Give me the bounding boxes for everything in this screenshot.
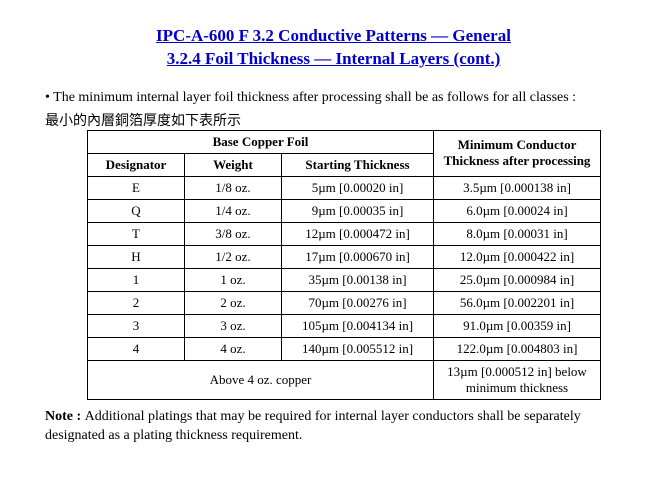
table-cell: 1/2 oz.	[185, 245, 282, 268]
table-cell: H	[88, 245, 185, 268]
col-weight: Weight	[185, 153, 282, 176]
cjk-caption: 最小的內層銅箔厚度如下表所示	[45, 110, 622, 130]
table-cell: 91.0µm [0.00359 in]	[434, 314, 601, 337]
table-cell: 9µm [0.00035 in]	[282, 199, 434, 222]
table-row: T3/8 oz.12µm [0.000472 in]8.0µm [0.00031…	[88, 222, 601, 245]
col-starting: Starting Thickness	[282, 153, 434, 176]
note-label: Note :	[45, 409, 85, 424]
table-cell: E	[88, 176, 185, 199]
table-cell: 35µm [0.00138 in]	[282, 268, 434, 291]
header-base-copper: Base Copper Foil	[88, 130, 434, 153]
title-line-1: IPC-A-600 F 3.2 Conductive Patterns — Ge…	[156, 26, 511, 45]
table-cell: 12.0µm [0.000422 in]	[434, 245, 601, 268]
table-cell: 5µm [0.00020 in]	[282, 176, 434, 199]
table-row: Q1/4 oz.9µm [0.00035 in]6.0µm [0.00024 i…	[88, 199, 601, 222]
foil-thickness-table: Base Copper Foil Minimum Conductor Thick…	[87, 130, 601, 400]
table-cell: 1 oz.	[185, 268, 282, 291]
table-cell: 1/4 oz.	[185, 199, 282, 222]
footer-below-min: 13µm [0.000512 in] below minimum thickne…	[434, 360, 601, 399]
table-cell: 2 oz.	[185, 291, 282, 314]
table-row: 22 oz.70µm [0.00276 in]56.0µm [0.002201 …	[88, 291, 601, 314]
table-row: E1/8 oz.5µm [0.00020 in]3.5µm [0.000138 …	[88, 176, 601, 199]
table-cell: 1/8 oz.	[185, 176, 282, 199]
table-cell: 3	[88, 314, 185, 337]
table-cell: 12µm [0.000472 in]	[282, 222, 434, 245]
table-cell: 4 oz.	[185, 337, 282, 360]
note: Note : Additional platings that may be r…	[45, 408, 622, 446]
table-cell: 8.0µm [0.00031 in]	[434, 222, 601, 245]
table-cell: 4	[88, 337, 185, 360]
intro-text: • The minimum internal layer foil thickn…	[45, 89, 622, 108]
note-text: Additional platings that may be required…	[45, 409, 581, 443]
table-cell: 3 oz.	[185, 314, 282, 337]
table-cell: 17µm [0.000670 in]	[282, 245, 434, 268]
table-row: H1/2 oz.17µm [0.000670 in]12.0µm [0.0004…	[88, 245, 601, 268]
table-cell: 25.0µm [0.000984 in]	[434, 268, 601, 291]
table-cell: T	[88, 222, 185, 245]
footer-above-4oz: Above 4 oz. copper	[88, 360, 434, 399]
col-designator: Designator	[88, 153, 185, 176]
table-cell: 140µm [0.005512 in]	[282, 337, 434, 360]
table-cell: 3.5µm [0.000138 in]	[434, 176, 601, 199]
table-cell: 56.0µm [0.002201 in]	[434, 291, 601, 314]
table-cell: Q	[88, 199, 185, 222]
table-row: 11 oz.35µm [0.00138 in]25.0µm [0.000984 …	[88, 268, 601, 291]
table-cell: 122.0µm [0.004803 in]	[434, 337, 601, 360]
table-cell: 70µm [0.00276 in]	[282, 291, 434, 314]
table-cell: 105µm [0.004134 in]	[282, 314, 434, 337]
table-cell: 2	[88, 291, 185, 314]
table-row: 44 oz.140µm [0.005512 in]122.0µm [0.0048…	[88, 337, 601, 360]
page-title: IPC-A-600 F 3.2 Conductive Patterns — Ge…	[45, 25, 622, 71]
table-row: 33 oz.105µm [0.004134 in]91.0µm [0.00359…	[88, 314, 601, 337]
table-cell: 1	[88, 268, 185, 291]
title-line-2: 3.2.4 Foil Thickness — Internal Layers (…	[167, 49, 501, 68]
table-cell: 6.0µm [0.00024 in]	[434, 199, 601, 222]
header-min-conductor: Minimum Conductor Thickness after proces…	[434, 130, 601, 176]
table-cell: 3/8 oz.	[185, 222, 282, 245]
